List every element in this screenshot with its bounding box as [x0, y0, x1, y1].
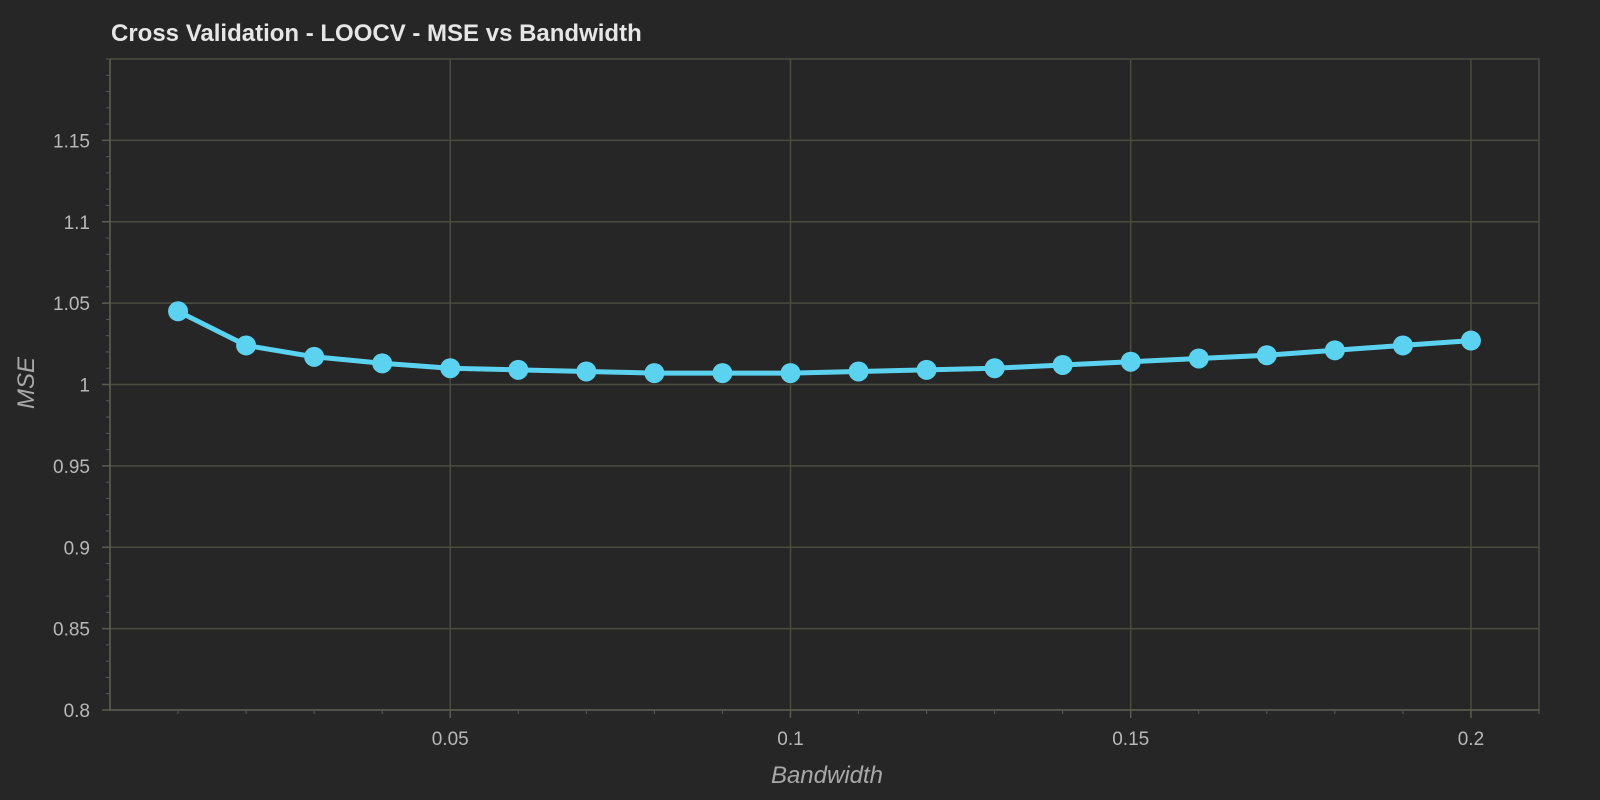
- data-point: [440, 358, 461, 379]
- y-tick-label: 1.1: [64, 213, 90, 234]
- y-axis-label: MSE: [13, 356, 40, 409]
- data-point: [1052, 354, 1073, 375]
- y-tick-label: 1.05: [53, 294, 90, 315]
- data-point: [576, 361, 597, 382]
- y-tick-label: 1.15: [53, 131, 90, 152]
- x-tick-label: 0.05: [432, 729, 469, 750]
- axes: [102, 58, 1540, 718]
- series-layer: [168, 301, 1481, 384]
- y-tick-label: 0.8: [64, 701, 90, 722]
- x-tick-label: 0.2: [1458, 729, 1484, 750]
- y-tick-labels: 0.8 0.85 0.9 0.95 1 1.05 1.1 1.15: [53, 131, 90, 722]
- data-point: [1460, 330, 1481, 351]
- chart-title: Cross Validation - LOOCV - MSE vs Bandwi…: [111, 20, 642, 47]
- data-point: [712, 363, 733, 384]
- data-point: [916, 359, 937, 380]
- y-tick-label: 0.95: [53, 457, 90, 478]
- x-axis-label: Bandwidth: [771, 762, 883, 789]
- data-point: [644, 363, 665, 384]
- data-point: [1392, 335, 1413, 356]
- series-line: [175, 308, 1474, 376]
- x-tick-label: 0.1: [777, 729, 803, 750]
- y-tick-label: 1: [79, 376, 90, 397]
- data-point: [1324, 340, 1345, 361]
- data-point: [1120, 351, 1141, 372]
- y-tick-label: 0.9: [64, 538, 90, 559]
- grid: [109, 58, 1540, 711]
- x-tick-labels: 0.05 0.1 0.15 0.2: [432, 729, 1484, 750]
- data-point: [372, 353, 393, 374]
- data-point: [236, 335, 257, 356]
- x-tick-label: 0.15: [1112, 729, 1149, 750]
- data-point: [1256, 345, 1277, 366]
- y-tick-label: 0.85: [53, 620, 90, 641]
- data-point: [780, 363, 801, 384]
- data-point: [848, 361, 869, 382]
- data-point: [984, 358, 1005, 379]
- data-point: [304, 346, 325, 367]
- data-point: [508, 359, 529, 380]
- data-point: [1188, 348, 1209, 369]
- data-point: [168, 301, 189, 322]
